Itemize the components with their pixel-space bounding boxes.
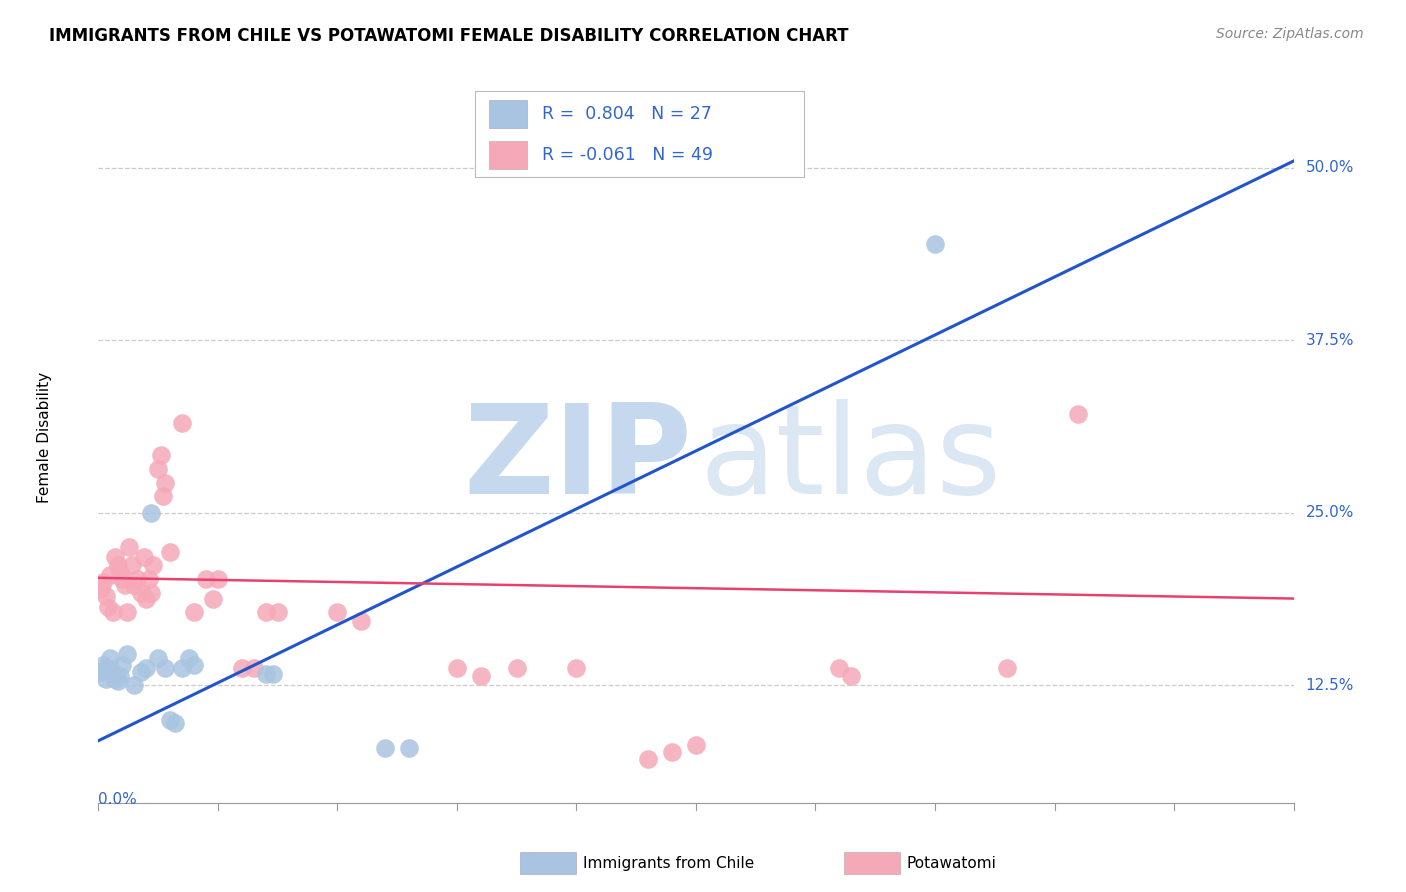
Point: [111, 572, 134, 586]
Point: [637, 751, 659, 765]
Text: R = -0.061   N = 49: R = -0.061 N = 49: [541, 146, 713, 164]
Point: [142, 558, 165, 573]
Point: [202, 591, 225, 606]
Point: [155, 660, 177, 674]
Text: atlas: atlas: [700, 399, 1001, 519]
Bar: [489, 141, 527, 169]
Point: [179, 651, 201, 665]
Point: [207, 572, 229, 586]
Point: [163, 715, 186, 730]
Point: [135, 591, 157, 606]
Point: [243, 660, 266, 674]
Point: [262, 667, 284, 681]
Point: [446, 660, 468, 674]
Point: [326, 605, 349, 619]
Point: [183, 657, 205, 672]
Point: [995, 660, 1018, 674]
Point: [506, 660, 529, 674]
Point: [565, 660, 588, 674]
Point: [104, 550, 127, 565]
Point: [118, 541, 141, 555]
Point: [124, 578, 146, 592]
Point: [121, 558, 143, 573]
Bar: [489, 101, 527, 128]
Text: R =  0.804   N = 27: R = 0.804 N = 27: [541, 105, 711, 123]
Text: 12.5%: 12.5%: [1306, 678, 1354, 693]
Text: Source: ZipAtlas.com: Source: ZipAtlas.com: [1216, 27, 1364, 41]
Text: IMMIGRANTS FROM CHILE VS POTAWATOMI FEMALE DISABILITY CORRELATION CHART: IMMIGRANTS FROM CHILE VS POTAWATOMI FEMA…: [49, 27, 849, 45]
Point: [1067, 407, 1090, 421]
Text: 37.5%: 37.5%: [1306, 333, 1354, 348]
Point: [114, 578, 136, 592]
Point: [91, 574, 114, 589]
Point: [101, 605, 124, 619]
Point: [254, 605, 277, 619]
Point: [254, 667, 277, 681]
Point: [149, 448, 172, 462]
Point: [90, 582, 112, 596]
Text: ZIP: ZIP: [464, 399, 692, 519]
Point: [111, 657, 134, 672]
Point: [131, 586, 153, 600]
Text: 50.0%: 50.0%: [1306, 161, 1354, 176]
Point: [97, 599, 120, 614]
Point: [97, 660, 120, 674]
Point: [398, 740, 420, 755]
Point: [685, 738, 707, 752]
Point: [107, 558, 129, 573]
Point: [267, 605, 290, 619]
Point: [108, 566, 131, 580]
Point: [108, 669, 131, 683]
Point: [94, 589, 117, 603]
Point: [132, 550, 155, 565]
Text: Immigrants from Chile: Immigrants from Chile: [583, 856, 755, 871]
Point: [155, 475, 177, 490]
Point: [183, 605, 205, 619]
Point: [159, 544, 181, 558]
Point: [841, 669, 863, 683]
Point: [94, 672, 117, 686]
Point: [107, 674, 129, 689]
Point: [124, 678, 146, 692]
Point: [159, 713, 181, 727]
Point: [98, 568, 122, 582]
Text: 0.0%: 0.0%: [98, 792, 138, 807]
FancyBboxPatch shape: [475, 91, 804, 178]
Point: [470, 669, 492, 683]
Point: [101, 665, 124, 679]
Point: [350, 614, 373, 628]
Point: [661, 745, 683, 759]
Point: [115, 647, 138, 661]
Point: [139, 506, 162, 520]
Point: [152, 490, 174, 504]
Point: [139, 586, 162, 600]
Text: 25.0%: 25.0%: [1306, 506, 1354, 521]
Point: [195, 572, 218, 586]
Point: [172, 660, 194, 674]
Point: [91, 657, 114, 672]
Point: [172, 417, 194, 431]
Text: Female Disability: Female Disability: [37, 371, 52, 503]
Point: [828, 660, 851, 674]
Point: [138, 572, 160, 586]
Point: [924, 236, 946, 251]
Point: [125, 572, 148, 586]
Point: [374, 740, 396, 755]
Point: [231, 660, 253, 674]
Point: [148, 462, 170, 476]
Text: Potawatomi: Potawatomi: [907, 856, 997, 871]
Point: [148, 651, 170, 665]
Point: [104, 672, 127, 686]
Point: [131, 665, 153, 679]
Point: [98, 651, 122, 665]
Point: [115, 605, 138, 619]
Point: [135, 660, 157, 674]
Point: [90, 665, 112, 679]
